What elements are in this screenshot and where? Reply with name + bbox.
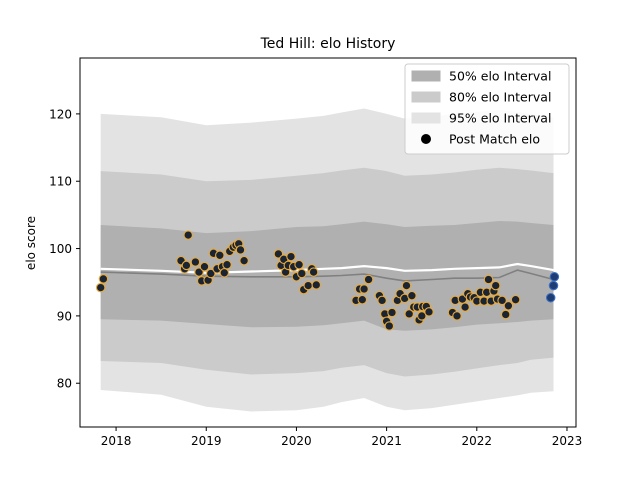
axes: 2018 2019 2020 2021 2022 2023 80 90 100 110 120	[49, 57, 583, 448]
legend-swatch	[411, 112, 441, 124]
post-match-elo-point	[181, 260, 192, 271]
legend-swatch	[411, 70, 441, 82]
plot-area	[95, 108, 560, 412]
legend-box	[404, 63, 570, 155]
post-match-elo-point	[183, 230, 193, 240]
post-match-elo-point	[215, 250, 225, 261]
latest-elo-point	[549, 272, 560, 282]
post-match-elo-point	[199, 261, 210, 272]
y-tick-label: 100	[49, 242, 72, 256]
post-match-elo-point	[98, 274, 109, 284]
legend-marker	[421, 134, 431, 144]
post-match-elo-point	[359, 284, 369, 294]
latest-elo-point	[548, 280, 559, 291]
post-match-elo-point	[497, 295, 507, 306]
y-tick-label: 120	[49, 107, 72, 121]
post-match-elo-point	[311, 280, 322, 290]
y-tick-label: 110	[49, 175, 72, 189]
legend-label: 50% elo Interval	[449, 69, 551, 84]
post-match-elo-point	[424, 307, 434, 317]
post-match-elo-point	[219, 268, 230, 278]
legend-swatch	[411, 91, 441, 103]
post-match-elo-point	[222, 259, 232, 270]
post-match-elo-point	[407, 290, 417, 301]
post-match-elo-point	[363, 274, 374, 285]
post-match-elo-point	[303, 280, 313, 291]
post-match-elo-point	[417, 311, 427, 321]
x-tick-label: 2018	[101, 434, 132, 448]
post-match-elo-point	[286, 251, 296, 262]
median-elo-line	[100, 269, 554, 282]
post-match-elo-point	[377, 295, 387, 306]
post-match-elo-point	[190, 257, 201, 267]
post-match-elo-point	[235, 245, 246, 255]
post-match-elo-point	[357, 294, 368, 305]
y-tick-label: 80	[57, 377, 72, 391]
post-match-elo-point	[483, 274, 494, 285]
latest-elo-point	[545, 292, 556, 303]
x-tick-label: 2021	[371, 434, 402, 448]
legend-label: Post Match elo	[449, 132, 540, 147]
post-match-elo-point	[239, 255, 249, 266]
x-tick-label: 2023	[552, 434, 583, 448]
post-match-elo-point	[500, 309, 511, 320]
post-match-elo-point	[460, 302, 470, 312]
x-tick-label: 2022	[462, 434, 493, 448]
post-match-elo-point	[297, 268, 307, 279]
post-match-elo-point	[404, 309, 414, 319]
post-match-elo-point	[452, 311, 462, 321]
post-match-elo-point	[206, 268, 216, 279]
post-match-elo-point	[401, 280, 412, 291]
post-match-elo-point	[308, 267, 319, 277]
legend-label: 80% elo Interval	[449, 90, 551, 105]
mean-elo-line	[100, 262, 554, 274]
post-match-elo-point	[95, 282, 106, 293]
post-match-elo-point	[384, 321, 395, 331]
legend: 50% elo Interval 80% elo Interval 95% elo …	[404, 63, 570, 155]
legend-label: 95% elo Interval	[449, 111, 551, 126]
post-match-elo-point	[294, 259, 304, 270]
chart-title: Ted Hill: elo History	[260, 36, 396, 52]
post-match-elo-point	[503, 301, 514, 311]
axes-frame	[79, 57, 577, 428]
y-axis-label: elo score	[24, 216, 38, 270]
post-match-elo-point	[510, 294, 521, 305]
post-match-elo-point	[490, 280, 501, 291]
y-tick-label: 90	[57, 309, 72, 323]
post-match-elo-point	[387, 307, 397, 318]
x-tick-label: 2019	[191, 434, 222, 448]
x-tick-label: 2020	[281, 434, 312, 448]
